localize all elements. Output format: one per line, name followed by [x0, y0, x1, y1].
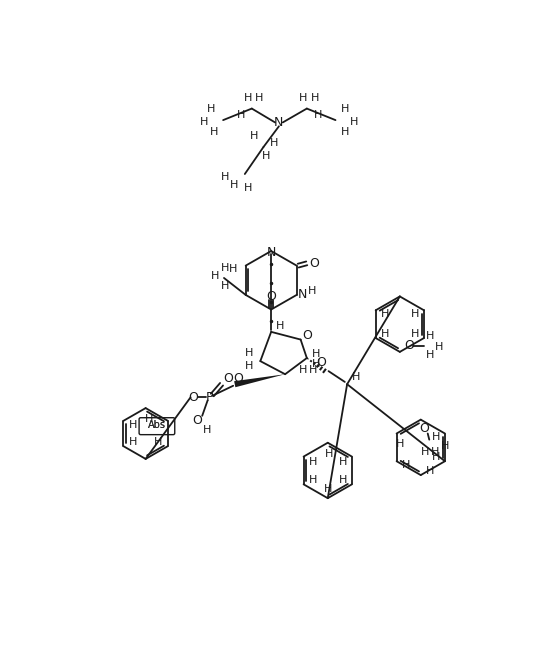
Polygon shape [313, 362, 316, 365]
Polygon shape [234, 374, 285, 388]
Text: H: H [434, 342, 443, 353]
Text: O: O [192, 414, 202, 427]
Text: H: H [245, 349, 253, 358]
Text: H: H [203, 424, 211, 435]
Text: O: O [223, 373, 233, 386]
Polygon shape [322, 368, 327, 373]
Text: H: H [221, 281, 229, 291]
Text: P: P [206, 391, 214, 404]
Text: H: H [341, 128, 349, 137]
Text: H: H [146, 414, 154, 424]
Text: H: H [396, 439, 404, 449]
Text: O: O [404, 339, 414, 353]
Text: H: H [426, 332, 434, 341]
Text: H: H [262, 151, 271, 161]
Text: H: H [341, 104, 349, 114]
Text: O: O [188, 391, 198, 404]
Text: H: H [199, 117, 208, 126]
Text: H: H [312, 349, 320, 359]
Text: H: H [237, 110, 245, 120]
Text: H: H [431, 447, 440, 457]
Text: H: H [308, 457, 317, 467]
Text: H: H [381, 329, 389, 339]
Text: H: H [432, 452, 440, 463]
Text: O: O [309, 257, 319, 270]
Text: H: H [410, 309, 419, 319]
Text: H: H [154, 437, 162, 447]
Text: H: H [244, 183, 252, 193]
Text: H: H [426, 350, 434, 360]
Text: O: O [267, 290, 276, 303]
Text: H: H [221, 172, 229, 182]
FancyBboxPatch shape [139, 418, 175, 435]
Polygon shape [310, 360, 312, 362]
Text: H: H [309, 365, 317, 375]
Text: H: H [221, 263, 229, 273]
Text: H: H [230, 179, 238, 190]
Text: H: H [210, 272, 219, 281]
Text: H: H [299, 365, 307, 375]
Text: H: H [270, 138, 278, 148]
Text: H: H [410, 329, 419, 339]
Text: O: O [420, 422, 429, 435]
Polygon shape [316, 364, 319, 368]
Text: H: H [312, 359, 320, 369]
Text: H: H [256, 93, 264, 103]
Text: N: N [274, 116, 283, 129]
Text: H: H [244, 93, 252, 103]
Text: H: H [129, 420, 137, 430]
Text: H: H [311, 93, 319, 103]
Text: H: H [308, 476, 317, 485]
Text: H: H [426, 466, 434, 476]
Text: H: H [352, 371, 361, 382]
Text: N: N [298, 288, 307, 301]
Text: H: H [432, 432, 440, 443]
Text: O: O [317, 356, 326, 369]
Text: H: H [381, 309, 389, 319]
Text: H: H [207, 104, 216, 114]
Text: H: H [276, 321, 284, 330]
Text: H: H [245, 361, 253, 371]
Text: H: H [420, 447, 429, 457]
Text: N: N [267, 246, 276, 259]
Text: H: H [324, 484, 332, 494]
Text: O: O [234, 371, 244, 384]
Polygon shape [319, 366, 323, 371]
Text: Abs: Abs [148, 420, 166, 430]
Text: H: H [325, 448, 334, 459]
Text: Abs: Abs [148, 420, 166, 430]
Text: H: H [250, 132, 258, 141]
Text: H: H [402, 460, 410, 470]
Polygon shape [306, 358, 309, 360]
Text: H: H [308, 286, 316, 296]
Text: H: H [313, 110, 322, 120]
Text: H: H [129, 437, 137, 447]
Text: H: H [299, 93, 307, 103]
Text: H: H [440, 441, 449, 451]
Text: H: H [229, 264, 238, 275]
Text: H: H [338, 476, 347, 485]
Text: H: H [350, 117, 358, 126]
Text: O: O [302, 329, 312, 342]
Text: H: H [338, 457, 347, 467]
Text: H: H [210, 128, 218, 137]
